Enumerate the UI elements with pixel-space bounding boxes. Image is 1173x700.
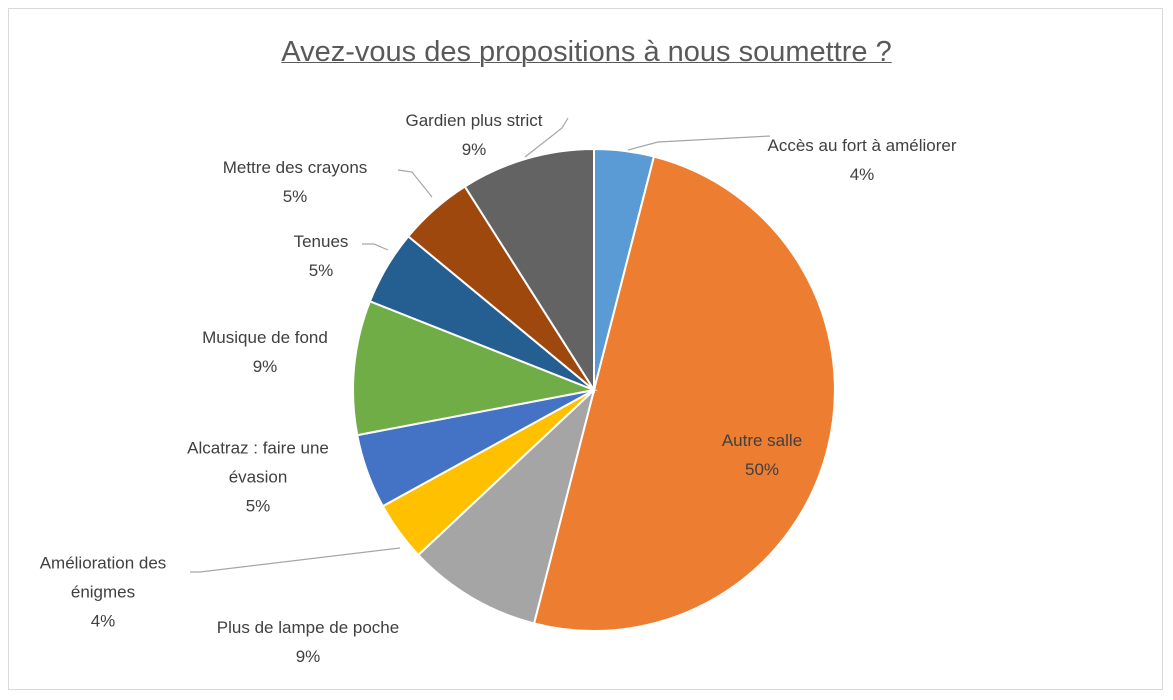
value-label: 4% [90, 611, 116, 631]
leader-lines [190, 117, 771, 573]
chart-frame [8, 8, 1163, 690]
pie-slice [416, 386, 596, 625]
category-label: Mettre des crayons [222, 158, 368, 177]
category-label: Amélioration des énigmes [39, 553, 167, 602]
value-label: 4% [849, 165, 875, 184]
slice-label: Autre salle 50% [687, 426, 837, 484]
slice-label: Plus de lampe de poche 9% [213, 613, 403, 671]
slice-label: Amélioration des énigmes 4% [13, 549, 193, 636]
value-label: 9% [252, 357, 278, 376]
value-label: 9% [295, 647, 321, 666]
value-label: 5% [308, 261, 334, 280]
pie-slice [463, 147, 595, 394]
slice-label: Musique de fond 9% [165, 323, 365, 381]
leader-line [362, 243, 389, 251]
slice-label: Tenues 5% [261, 227, 381, 285]
value-label: 5% [282, 187, 308, 206]
category-label: Tenues [293, 232, 349, 251]
pie-slice [352, 299, 598, 437]
category-label: Plus de lampe de poche [216, 618, 400, 637]
leader-line [627, 135, 771, 151]
slice-label: Accès au fort à améliorer 4% [767, 131, 957, 189]
category-label: Alcatraz : faire une évasion [187, 438, 329, 487]
slice-label: Mettre des crayons 5% [190, 153, 400, 211]
category-label: Autre salle [721, 431, 803, 450]
value-label: 5% [245, 496, 271, 516]
leader-line [397, 169, 433, 198]
leader-line [524, 117, 569, 158]
slice-label: Alcatraz : faire une évasion 5% [158, 434, 358, 521]
leader-line [190, 547, 401, 573]
chart-title: Avez-vous des propositions à nous soumet… [281, 36, 892, 68]
category-label: Accès au fort à améliorer [767, 136, 957, 155]
category-label: Gardien plus strict [405, 111, 543, 130]
value-label: 9% [461, 140, 487, 159]
category-label: Musique de fond [202, 328, 328, 347]
value-label: 50% [744, 460, 780, 479]
pie-slice [532, 155, 836, 632]
slice-label: Gardien plus strict 9% [374, 106, 574, 164]
